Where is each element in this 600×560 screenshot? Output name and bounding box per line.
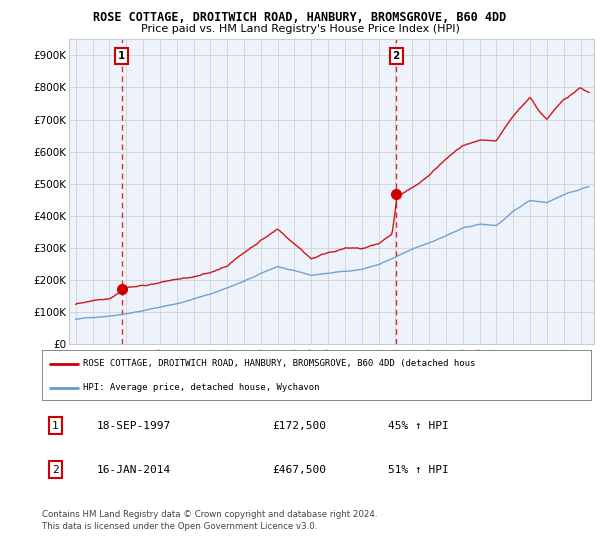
Text: ROSE COTTAGE, DROITWICH ROAD, HANBURY, BROMSGROVE, B60 4DD: ROSE COTTAGE, DROITWICH ROAD, HANBURY, B… (94, 11, 506, 24)
Text: 18-SEP-1997: 18-SEP-1997 (97, 421, 171, 431)
Text: £172,500: £172,500 (272, 421, 326, 431)
Text: 2: 2 (52, 465, 59, 475)
Text: HPI: Average price, detached house, Wychavon: HPI: Average price, detached house, Wych… (83, 383, 320, 393)
Text: 16-JAN-2014: 16-JAN-2014 (97, 465, 171, 475)
Text: Contains HM Land Registry data © Crown copyright and database right 2024.: Contains HM Land Registry data © Crown c… (42, 510, 377, 519)
Text: 1: 1 (118, 51, 125, 61)
Text: 45% ↑ HPI: 45% ↑ HPI (388, 421, 449, 431)
Text: £467,500: £467,500 (272, 465, 326, 475)
Text: 51% ↑ HPI: 51% ↑ HPI (388, 465, 449, 475)
Text: 1: 1 (52, 421, 59, 431)
Text: 2: 2 (392, 51, 400, 61)
Text: This data is licensed under the Open Government Licence v3.0.: This data is licensed under the Open Gov… (42, 522, 317, 531)
Text: Price paid vs. HM Land Registry's House Price Index (HPI): Price paid vs. HM Land Registry's House … (140, 24, 460, 34)
Text: ROSE COTTAGE, DROITWICH ROAD, HANBURY, BROMSGROVE, B60 4DD (detached hous: ROSE COTTAGE, DROITWICH ROAD, HANBURY, B… (83, 359, 476, 368)
